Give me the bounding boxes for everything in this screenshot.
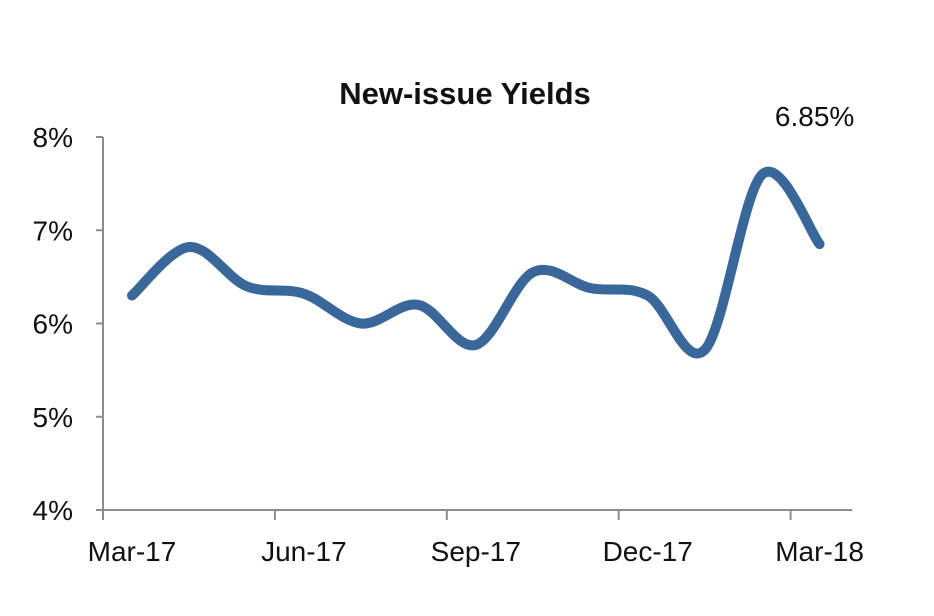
y-tick-label: 8% [33,122,73,153]
data-point [528,267,538,277]
y-axis: 4% 5% 6% 7% 8% [33,122,104,526]
data-point [242,281,252,291]
data-point [471,340,481,350]
x-tick-label: Sep-17 [431,536,521,567]
y-tick-label: 6% [33,309,73,340]
x-tick-label: Mar-17 [88,536,177,567]
y-tick-label: 7% [33,215,73,246]
data-point [299,289,309,299]
data-point [585,283,595,293]
y-tick-label: 4% [33,495,73,526]
data-point [757,169,767,179]
x-tick-label: Jun-17 [261,536,347,567]
chart-title: New-issue Yields [339,76,591,111]
data-point [700,345,710,355]
y-tick-label: 5% [33,402,73,433]
x-axis: Mar-17 Jun-17 Sep-17 Dec-17 Mar-18 [88,509,864,567]
data-point [127,291,137,301]
last-value-label: 6.85% [775,101,854,132]
data-point [356,319,366,329]
data-point [184,242,194,252]
series-line [127,166,825,359]
data-point [414,300,424,310]
data-point [815,239,825,249]
x-tick-label: Dec-17 [603,536,693,567]
data-point [643,291,653,301]
x-tick-label: Mar-18 [775,536,864,567]
